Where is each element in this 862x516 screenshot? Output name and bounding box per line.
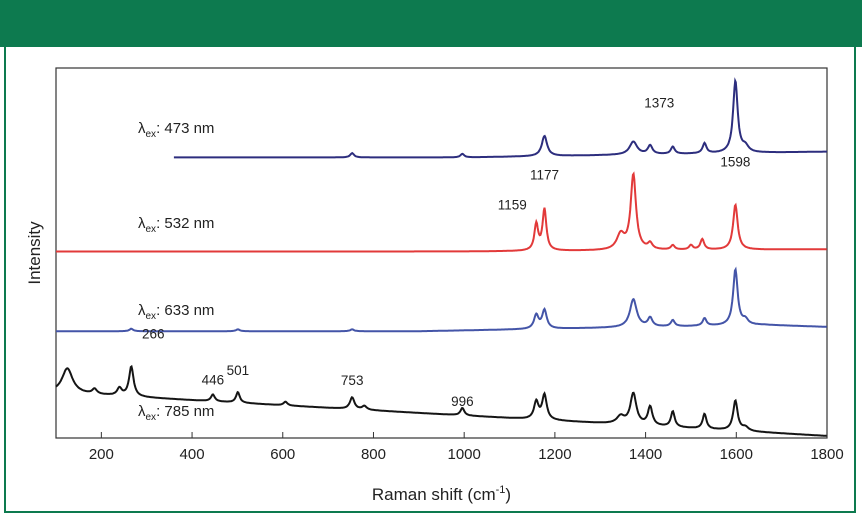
peak-label-996: 996 [451, 394, 474, 409]
series-label-0: λex: 473 nm [138, 120, 214, 140]
x-tick-label-600: 600 [270, 446, 295, 463]
x-tick-label-1200: 1200 [538, 446, 571, 463]
peak-label-266: 266 [142, 326, 165, 341]
series-label-1: λex: 532 nm [138, 215, 214, 235]
header-banner [0, 0, 862, 47]
x-tick-label-1400: 1400 [629, 446, 662, 463]
series-line-3 [55, 364, 827, 437]
x-tick-label-1800: 1800 [810, 446, 843, 463]
plot-area-border [55, 67, 828, 439]
x-axis-label: Raman shift (cm-1) [372, 484, 511, 504]
series-label-2: λex: 633 nm [138, 302, 214, 322]
peak-label-753: 753 [341, 373, 364, 388]
x-tick-label-400: 400 [180, 446, 205, 463]
peak-label-1159: 1159 [498, 198, 527, 213]
series-line-2 [56, 266, 827, 333]
y-axis-label: Intensity [25, 221, 44, 285]
x-tick-label-1600: 1600 [720, 446, 753, 463]
figure-frame [4, 47, 856, 513]
peak-label-501: 501 [227, 363, 250, 378]
series-line-1 [56, 171, 827, 253]
peak-label-1373: 1373 [644, 96, 674, 111]
series-line-0 [173, 77, 827, 159]
x-tick-label-1000: 1000 [447, 446, 480, 463]
x-axis-label-main: Raman shift (cm [372, 485, 496, 504]
x-tick-label-200: 200 [89, 446, 114, 463]
peak-label-1177: 1177 [530, 168, 559, 183]
peak-label-1598: 1598 [720, 155, 750, 170]
x-axis-label-end: ) [505, 485, 511, 504]
x-tick-label-800: 800 [361, 446, 386, 463]
series-label-3: λex: 785 nm [138, 403, 214, 423]
peak-label-446: 446 [202, 372, 225, 387]
x-axis-label-superscript: -1 [496, 484, 506, 496]
